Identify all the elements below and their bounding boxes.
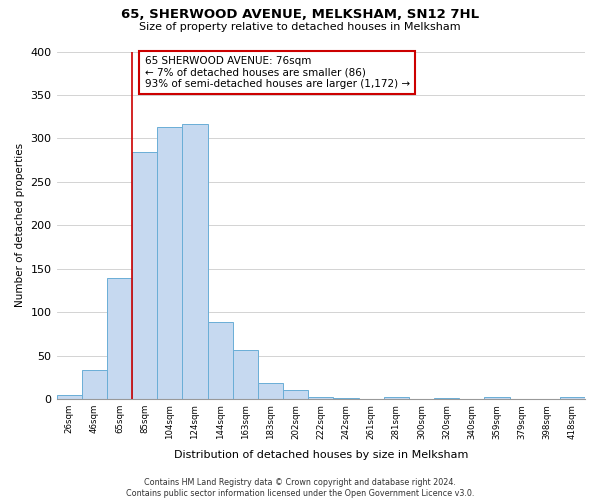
Text: Size of property relative to detached houses in Melksham: Size of property relative to detached ho… bbox=[139, 22, 461, 32]
Bar bbox=[107, 278, 132, 399]
Bar bbox=[132, 152, 157, 399]
Bar bbox=[308, 396, 334, 399]
Bar bbox=[560, 398, 585, 399]
Bar bbox=[56, 395, 82, 399]
Bar bbox=[258, 382, 283, 399]
Text: 65, SHERWOOD AVENUE, MELKSHAM, SN12 7HL: 65, SHERWOOD AVENUE, MELKSHAM, SN12 7HL bbox=[121, 8, 479, 20]
Y-axis label: Number of detached properties: Number of detached properties bbox=[15, 144, 25, 308]
Bar bbox=[208, 322, 233, 399]
Bar bbox=[334, 398, 359, 399]
Bar bbox=[82, 370, 107, 399]
Text: Contains HM Land Registry data © Crown copyright and database right 2024.
Contai: Contains HM Land Registry data © Crown c… bbox=[126, 478, 474, 498]
Bar bbox=[283, 390, 308, 399]
Bar bbox=[383, 398, 409, 399]
Bar bbox=[434, 398, 459, 399]
X-axis label: Distribution of detached houses by size in Melksham: Distribution of detached houses by size … bbox=[173, 450, 468, 460]
Text: 65 SHERWOOD AVENUE: 76sqm
← 7% of detached houses are smaller (86)
93% of semi-d: 65 SHERWOOD AVENUE: 76sqm ← 7% of detach… bbox=[145, 56, 410, 89]
Bar bbox=[182, 124, 208, 399]
Bar bbox=[484, 398, 509, 399]
Bar bbox=[233, 350, 258, 399]
Bar bbox=[157, 127, 182, 399]
